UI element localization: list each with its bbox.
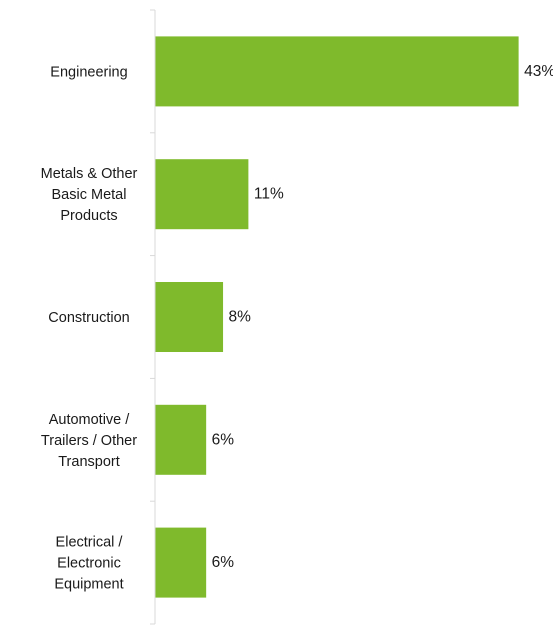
category-axis	[150, 9, 156, 625]
category-label-line: Trailers / Other	[41, 433, 137, 449]
bar	[155, 36, 519, 107]
category-label: Automotive / Trailers / Other Transport	[41, 412, 137, 470]
category-label-line: Products	[60, 208, 117, 224]
category-label-line: Construction	[48, 310, 129, 326]
value-label: 43%	[524, 63, 553, 80]
category-label-line: Equipment	[54, 577, 123, 593]
bar	[155, 282, 224, 352]
category-label-line: Engineering	[50, 64, 127, 80]
category-label: Electrical / Electronic Equipment	[54, 535, 123, 593]
category-label-line: Electrical /	[56, 535, 124, 551]
bar	[155, 527, 207, 598]
value-label: 6%	[212, 431, 235, 448]
bar	[155, 159, 249, 230]
bar-group	[155, 36, 519, 598]
value-label: 6%	[212, 554, 235, 571]
category-label-line: Basic Metal	[52, 187, 127, 203]
value-label: 8%	[229, 309, 252, 326]
category-label-line: Automotive /	[49, 412, 131, 428]
bar	[155, 404, 207, 475]
category-label-line: Electronic	[57, 556, 121, 572]
label-group: 43% Engineering 11% Metals & Other Basic Met…	[41, 63, 553, 593]
category-label: Metals & Other Basic Metal Products	[41, 166, 138, 224]
category-label: Construction	[48, 310, 129, 326]
value-label: 11%	[254, 186, 284, 203]
category-label-line: Transport	[58, 454, 120, 470]
category-label-line: Metals & Other	[41, 166, 138, 182]
category-label: Engineering	[50, 64, 127, 80]
